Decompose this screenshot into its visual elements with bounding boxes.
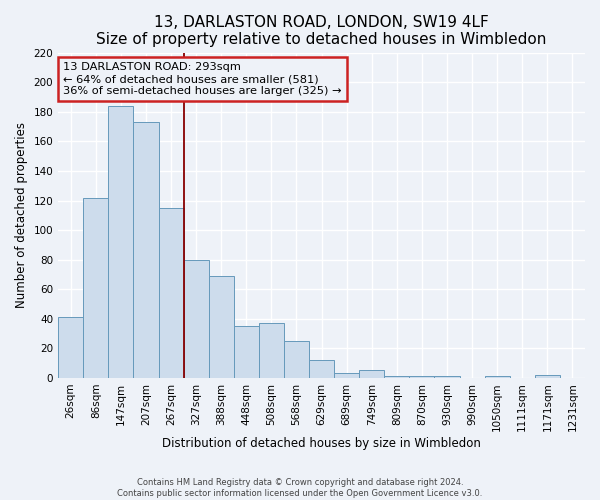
Bar — [209, 276, 234, 378]
Title: 13, DARLASTON ROAD, LONDON, SW19 4LF
Size of property relative to detached house: 13, DARLASTON ROAD, LONDON, SW19 4LF Siz… — [97, 15, 547, 48]
Text: Contains HM Land Registry data © Crown copyright and database right 2024.
Contai: Contains HM Land Registry data © Crown c… — [118, 478, 482, 498]
Bar — [485, 376, 510, 378]
Bar — [359, 370, 385, 378]
Y-axis label: Number of detached properties: Number of detached properties — [15, 122, 28, 308]
Bar — [334, 374, 359, 378]
Bar — [58, 317, 83, 378]
Bar — [109, 106, 133, 378]
Bar — [158, 208, 184, 378]
Bar — [259, 323, 284, 378]
Bar — [83, 198, 109, 378]
X-axis label: Distribution of detached houses by size in Wimbledon: Distribution of detached houses by size … — [162, 437, 481, 450]
Bar — [284, 341, 309, 378]
Bar — [184, 260, 209, 378]
Bar — [234, 326, 259, 378]
Bar — [133, 122, 158, 378]
Bar — [434, 376, 460, 378]
Bar — [409, 376, 434, 378]
Bar — [385, 376, 409, 378]
Bar — [309, 360, 334, 378]
Text: 13 DARLASTON ROAD: 293sqm
← 64% of detached houses are smaller (581)
36% of semi: 13 DARLASTON ROAD: 293sqm ← 64% of detac… — [64, 62, 342, 96]
Bar — [535, 375, 560, 378]
